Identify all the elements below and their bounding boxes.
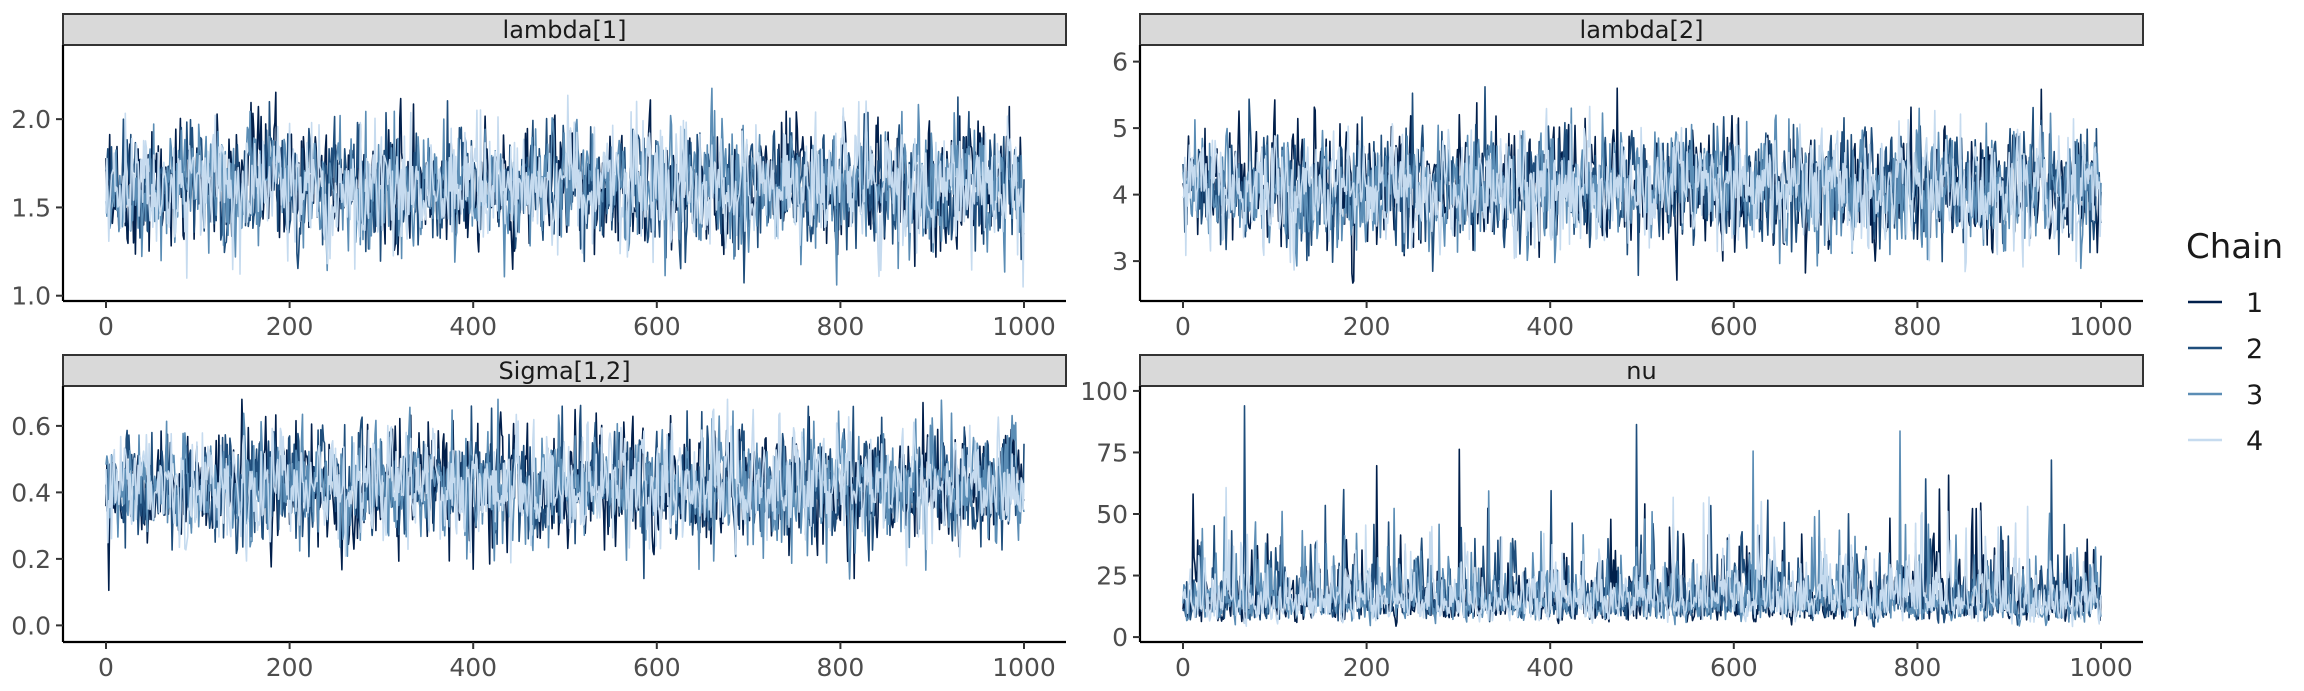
panel-title: lambda[2] (1580, 16, 1704, 44)
y-tick-label: 50 (1096, 500, 1128, 529)
x-tick-label: 800 (817, 653, 865, 682)
legend: Chain 1 2 3 4 (2186, 227, 2283, 457)
y-tick-label: 0.0 (11, 611, 51, 640)
y-tick-label: 2.0 (11, 105, 51, 134)
legend-label: 4 (2246, 426, 2263, 457)
y-tick-label: 0.6 (11, 412, 51, 441)
y-tick-label: 1.5 (11, 193, 51, 222)
x-tick-label: 400 (1526, 653, 1574, 682)
legend-item-chain-3: 3 (2188, 380, 2263, 411)
x-tick-label: 200 (1343, 653, 1391, 682)
panel-1: lambda[1] 1.0 1.5 2.0 0 200 400 600 800 1000 (11, 13, 1067, 341)
trace-lines (105, 87, 1025, 288)
panel-3: Sigma[1,2] 0.0 0.2 0.4 0.6 0 200 400 600 800 1000 (11, 354, 1067, 682)
y-tick-label: 0 (1112, 623, 1128, 652)
x-tick-label: 600 (633, 312, 681, 341)
legend-item-chain-2: 2 (2188, 334, 2263, 365)
x-tick-label: 200 (266, 653, 314, 682)
legend-title: Chain (2186, 227, 2283, 267)
y-tick-label: 3 (1112, 247, 1128, 276)
x-tick-label: 0 (1175, 312, 1191, 341)
x-tick-label: 400 (449, 312, 497, 341)
panel-strip (62, 13, 1067, 46)
panel-title: nu (1626, 357, 1656, 385)
y-tick-label: 25 (1096, 562, 1128, 591)
panel-strip (1139, 13, 2144, 46)
trace-lines (1182, 86, 2102, 284)
x-tick-label: 200 (1343, 312, 1391, 341)
x-tick-label: 0 (98, 653, 114, 682)
y-tick-label: 0.2 (11, 545, 51, 574)
x-tick-label: 200 (266, 312, 314, 341)
panel-strip (1139, 354, 2144, 387)
chain-4-trace (105, 94, 1025, 288)
legend-item-chain-1: 1 (2188, 288, 2263, 319)
legend-item-chain-4: 4 (2188, 426, 2263, 457)
x-tick-label: 800 (817, 312, 865, 341)
panels: lambda[1]1.01.52.00 200 400 600 800 1000lambd… (11, 13, 2144, 682)
x-tick-label: 1000 (2069, 653, 2133, 682)
legend-label: 3 (2246, 380, 2263, 411)
y-tick-label: 0.4 (11, 478, 51, 507)
x-tick-label: 1000 (992, 312, 1056, 341)
chain-4-trace (105, 398, 1025, 567)
x-tick-label: 400 (449, 653, 497, 682)
y-tick-label: 6 (1112, 48, 1128, 77)
y-tick-label: 100 (1080, 377, 1128, 406)
y-tick-label: 1.0 (11, 282, 51, 311)
x-tick-label: 800 (1894, 312, 1942, 341)
panel-title: lambda[1] (503, 16, 627, 44)
panel-strip (62, 354, 1067, 387)
trace-lines (1182, 405, 2102, 628)
y-tick-label: 4 (1112, 181, 1128, 210)
panel-2: lambda[2] 3 4 5 6 0 200 400 600 800 1000 (1112, 13, 2144, 341)
chain-4-trace (1182, 486, 2102, 628)
x-tick-label: 600 (633, 653, 681, 682)
y-tick-label: 5 (1112, 114, 1128, 143)
y-tick-label: 75 (1096, 438, 1128, 467)
x-tick-label: 600 (1710, 312, 1758, 341)
legend-label: 1 (2246, 288, 2263, 319)
x-tick-label: 400 (1526, 312, 1574, 341)
x-tick-label: 1000 (992, 653, 1056, 682)
x-tick-label: 800 (1894, 653, 1942, 682)
x-tick-label: 0 (98, 312, 114, 341)
panel-title: Sigma[1,2] (498, 357, 630, 385)
chain-4-trace (1182, 105, 2102, 273)
x-tick-label: 600 (1710, 653, 1758, 682)
trace-lines (105, 398, 1025, 592)
x-tick-label: 1000 (2069, 312, 2133, 341)
legend-label: 2 (2246, 334, 2263, 365)
x-tick-label: 0 (1175, 653, 1191, 682)
